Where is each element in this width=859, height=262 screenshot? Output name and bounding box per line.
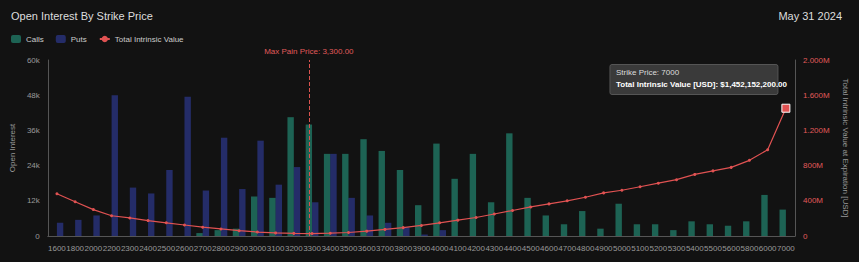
svg-text:2200: 2200 [103,244,121,253]
svg-text:3200: 3200 [285,244,303,253]
svg-text:4000: 4000 [431,244,449,253]
svg-text:4600: 4600 [540,244,558,253]
svg-text:4800: 4800 [577,244,595,253]
svg-text:4400: 4400 [504,244,522,253]
svg-text:4700: 4700 [558,244,576,253]
svg-text:60k: 60k [27,56,41,65]
svg-text:5100: 5100 [631,244,649,253]
svg-text:2800: 2800 [212,244,230,253]
svg-text:2000: 2000 [84,244,102,253]
svg-text:May 31 2024: May 31 2024 [778,10,842,22]
svg-text:0: 0 [803,232,808,241]
svg-text:4900: 4900 [595,244,613,253]
svg-text:2900: 2900 [230,244,248,253]
svg-text:5500: 5500 [704,244,722,253]
svg-text:3800: 3800 [394,244,412,253]
svg-text:12k: 12k [27,196,41,205]
svg-text:Total Intrinsic Value at Expir: Total Intrinsic Value at Expiration [USD… [841,78,850,217]
svg-text:400M: 400M [803,196,823,205]
svg-text:48k: 48k [27,91,41,100]
svg-text:Max Pain Price: 3,300.00: Max Pain Price: 3,300.00 [264,47,354,56]
svg-text:5200: 5200 [649,244,667,253]
svg-text:3500: 3500 [340,244,358,253]
svg-text:2.000M: 2.000M [803,56,830,65]
svg-text:Strike Price: 7000: Strike Price: 7000 [616,68,680,77]
svg-text:Total Intrinsic Value: Total Intrinsic Value [115,35,184,44]
svg-text:4300: 4300 [485,244,503,253]
svg-text:3700: 3700 [376,244,394,253]
svg-text:5400: 5400 [686,244,704,253]
svg-text:3100: 3100 [267,244,285,253]
svg-text:4500: 4500 [522,244,540,253]
svg-text:1.200M: 1.200M [803,126,830,135]
svg-text:7000: 7000 [777,244,795,253]
svg-text:36k: 36k [27,126,41,135]
svg-text:3000: 3000 [248,244,266,253]
svg-text:Puts: Puts [71,35,87,44]
svg-text:0: 0 [35,232,40,241]
svg-text:1800: 1800 [66,244,84,253]
svg-text:4100: 4100 [449,244,467,253]
svg-text:Calls: Calls [26,35,44,44]
svg-text:6000: 6000 [759,244,777,253]
svg-text:5300: 5300 [668,244,686,253]
svg-text:800M: 800M [803,161,823,170]
svg-text:1.600M: 1.600M [803,91,830,100]
svg-text:5800: 5800 [741,244,759,253]
svg-text:3400: 3400 [321,244,339,253]
svg-text:2300: 2300 [121,244,139,253]
svg-text:5600: 5600 [722,244,740,253]
svg-text:Total Intrinsic Value [USD]: $: Total Intrinsic Value [USD]: $1,452,152,… [616,80,788,89]
svg-text:Open Interest: Open Interest [8,123,17,172]
svg-text:24k: 24k [27,161,41,170]
svg-text:4200: 4200 [467,244,485,253]
svg-text:2700: 2700 [194,244,212,253]
svg-text:2400: 2400 [139,244,157,253]
svg-text:3300: 3300 [303,244,321,253]
svg-text:3900: 3900 [413,244,431,253]
svg-text:2600: 2600 [176,244,194,253]
svg-text:1600: 1600 [48,244,66,253]
svg-text:2500: 2500 [157,244,175,253]
svg-text:5000: 5000 [613,244,631,253]
svg-text:Open Interest By Strike Price: Open Interest By Strike Price [11,10,153,22]
svg-text:3600: 3600 [358,244,376,253]
